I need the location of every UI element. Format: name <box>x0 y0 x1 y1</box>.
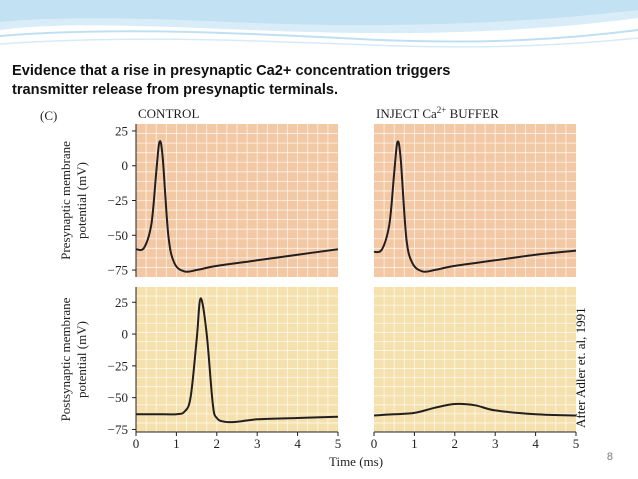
series-line-1 <box>373 402 577 417</box>
x-tick-label: 0 <box>371 436 378 451</box>
series-line-1 <box>135 297 339 424</box>
y-tick-label: 25 <box>115 295 128 310</box>
x-tick-label: 3 <box>254 436 261 451</box>
y-tick-label: −50 <box>108 228 128 243</box>
y-tick-label: −75 <box>108 422 128 437</box>
series-line-1 <box>373 140 577 273</box>
slide-title: Evidence that a rise in presynaptic Ca2+… <box>12 63 451 98</box>
chart-panel-2 <box>373 124 577 277</box>
y-tick-label: −75 <box>108 263 128 278</box>
x-tick-label: 4 <box>294 436 301 451</box>
y-axis-label: Presynaptic membranepotential (mV) <box>58 141 89 260</box>
x-tick-label: 5 <box>335 436 342 451</box>
y-tick-label: 0 <box>122 158 129 173</box>
x-tick-label: 5 <box>573 436 580 451</box>
x-axis-label: Time (ms) <box>329 454 383 469</box>
y-tick-label: −50 <box>108 390 128 405</box>
chart-panel-4 <box>373 287 577 436</box>
slide-banner <box>0 0 638 48</box>
chart-title: CONTROL <box>138 106 199 121</box>
x-tick-label: 2 <box>452 436 459 451</box>
y-tick-label: 0 <box>122 327 129 342</box>
y-tick-label: −25 <box>108 193 128 208</box>
y-axis-label: Postsynaptic membranepotential (mV) <box>58 297 89 421</box>
series-line-1 <box>135 140 339 273</box>
credit-note: After Adler et. al, 1991 <box>573 307 588 428</box>
y-tick-label: −25 <box>108 358 128 373</box>
x-tick-label: 1 <box>411 436 418 451</box>
x-tick-label: 0 <box>133 436 140 451</box>
chart-panel-3 <box>132 287 339 436</box>
panel-label: (C) <box>40 108 57 123</box>
x-tick-label: 3 <box>492 436 499 451</box>
chart-panel-1 <box>132 124 339 277</box>
x-tick-label: 1 <box>173 436 180 451</box>
page-number: 8 <box>606 451 613 463</box>
x-tick-label: 2 <box>214 436 221 451</box>
chart-title: INJECT Ca2+ BUFFER <box>376 105 499 121</box>
x-tick-label: 4 <box>532 436 539 451</box>
y-tick-label: 25 <box>115 123 128 138</box>
